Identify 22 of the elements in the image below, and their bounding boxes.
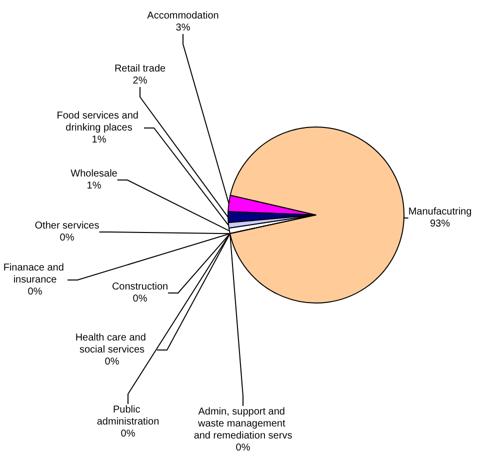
category-label: Finanace and insurance (3, 262, 64, 286)
text: 0% (104, 356, 120, 368)
slice-label: Wholesale (70, 168, 118, 180)
text: 0% (60, 232, 74, 244)
slice-label: Food services and drinking places (56, 110, 142, 134)
category-label: Public administration (96, 404, 160, 428)
data-label: 1% (86, 180, 102, 192)
slice-label: Manufacutring (408, 206, 472, 218)
data-label: 1% (92, 134, 106, 146)
category-label: Construction (112, 282, 168, 292)
text: 0% (132, 294, 148, 304)
slice-label: Accommodation (147, 10, 219, 22)
text: 0% (120, 428, 136, 440)
slice-label: Retail trade (114, 64, 166, 74)
text: 0% (236, 442, 250, 454)
category-label: Other services (34, 220, 100, 232)
data-label: 3% (176, 22, 190, 34)
category-label: Health care and social services (75, 332, 146, 356)
data-label: 93% (430, 218, 450, 230)
data-label: 2% (132, 76, 148, 86)
category-label: Admin, support and waste management and remediation servs (194, 406, 292, 442)
text: 0% (28, 286, 42, 298)
